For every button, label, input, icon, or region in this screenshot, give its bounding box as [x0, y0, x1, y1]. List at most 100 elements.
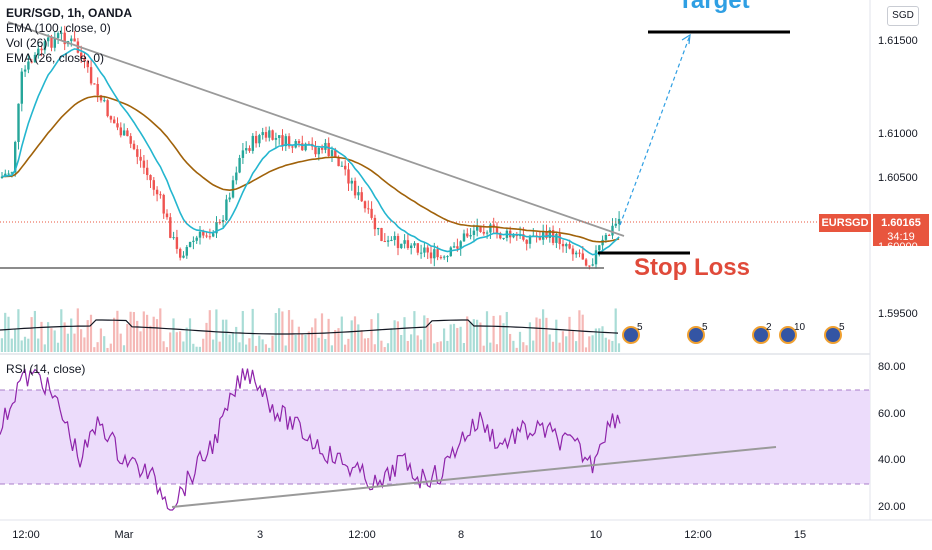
volume-bar [426, 317, 429, 352]
volume-bar [192, 343, 195, 352]
candle-body [212, 233, 215, 237]
candle-body [403, 240, 406, 244]
volume-bar [106, 347, 109, 352]
candle-body [363, 201, 367, 209]
volume-bar [129, 311, 132, 352]
volume-bar [367, 338, 370, 352]
candle-body [291, 146, 294, 148]
volume-bar [231, 332, 234, 352]
volume-bar [76, 308, 79, 352]
candle-body [195, 237, 198, 241]
candle-body [485, 232, 489, 234]
candle-body [119, 127, 122, 136]
candle-body [37, 48, 40, 55]
candle-body [594, 250, 598, 265]
candle-body [192, 240, 195, 242]
volume-bar [357, 324, 360, 352]
volume-bar [419, 339, 423, 352]
volume-bar [429, 324, 432, 352]
candle-body [383, 241, 386, 243]
volume-label[interactable]: Vol (26) [6, 36, 48, 50]
volume-bar [548, 334, 551, 352]
economic-event-icon[interactable] [752, 326, 770, 344]
volume-bar [439, 341, 442, 352]
volume-bar [109, 343, 112, 352]
candle-body [370, 208, 373, 218]
volume-bar [182, 341, 185, 352]
volume-bar [413, 311, 416, 352]
volume-bar [122, 345, 126, 352]
volume-bar [393, 320, 396, 352]
candle-body [337, 157, 340, 167]
candle-body [208, 236, 212, 238]
candle-body [278, 135, 281, 139]
candle-body [33, 54, 37, 63]
economic-event-icon[interactable] [779, 326, 797, 344]
volume-bar [185, 327, 188, 352]
candle-body [10, 172, 14, 174]
volume-bar [93, 347, 96, 352]
volume-bar [350, 320, 353, 352]
candle-body [472, 230, 476, 236]
economic-event-icon[interactable] [687, 326, 705, 344]
volume-bar [149, 325, 152, 352]
candle-body [449, 247, 452, 257]
price-tick: 1.60000 [878, 241, 918, 253]
candle-body [109, 116, 113, 120]
ema26-label[interactable]: EMA (26, close, 0) [6, 51, 105, 65]
candle-body [103, 100, 106, 102]
volume-bar [469, 321, 472, 352]
bar-countdown: 34:19 [873, 230, 929, 246]
volume-bar [406, 340, 409, 352]
volume-ma-line [0, 319, 619, 335]
economic-event-icon[interactable] [824, 326, 842, 344]
volume-bar [136, 320, 139, 352]
candle-body [188, 241, 192, 248]
volume-bar [383, 347, 386, 352]
volume-bar [324, 339, 327, 352]
candle-body [499, 233, 502, 239]
volume-bar [482, 345, 485, 352]
volume-bar [433, 343, 436, 352]
candle-body [320, 148, 324, 150]
volume-bar [314, 318, 317, 352]
candle-body [350, 180, 353, 184]
candle-body [152, 180, 155, 190]
candle-body [139, 156, 142, 161]
volume-bar [228, 334, 231, 352]
time-tick: 12:00 [12, 529, 40, 541]
candle-body [96, 84, 99, 96]
rsi-trendline [171, 446, 777, 508]
candle-body [419, 252, 423, 254]
volume-bar [591, 335, 594, 352]
volume-bar [614, 308, 617, 352]
volume-bar [472, 319, 475, 352]
currency-button[interactable]: SGD [887, 6, 919, 26]
candle-body [271, 130, 274, 140]
volume-bar [202, 338, 205, 352]
rsi-tick: 20.00 [878, 501, 906, 513]
volume-bar [113, 317, 116, 352]
event-count: 5 [702, 322, 708, 333]
volume-bar [380, 340, 383, 352]
rsi-legend[interactable]: RSI (14, close) [6, 362, 86, 376]
candle-body [27, 61, 30, 70]
volume-bar [337, 328, 340, 352]
candle-body [4, 173, 7, 177]
candle-body [456, 246, 459, 249]
candle-body [558, 233, 561, 244]
candle-body [528, 235, 532, 244]
time-tick: 12:00 [348, 529, 376, 541]
candle-body [608, 234, 611, 236]
volume-bar [17, 309, 20, 352]
economic-event-icon[interactable] [622, 326, 640, 344]
volume-bar [142, 311, 145, 352]
volume-bar [604, 337, 607, 352]
volume-bar [311, 327, 314, 352]
symbol-title[interactable]: EUR/SGD, 1h, OANDA [6, 6, 133, 20]
ema100-label[interactable]: EMA (100, close, 0) [6, 21, 111, 35]
candle-body [347, 169, 350, 184]
event-count: 10 [794, 322, 806, 333]
